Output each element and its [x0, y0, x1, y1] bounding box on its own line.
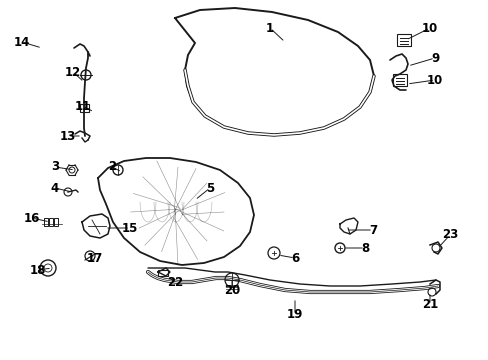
- Text: 8: 8: [360, 242, 368, 255]
- Text: 11: 11: [75, 99, 91, 112]
- Text: 18: 18: [30, 264, 46, 276]
- Text: 1: 1: [265, 22, 273, 35]
- Bar: [54, 218, 58, 226]
- Text: 12: 12: [65, 66, 81, 78]
- Text: 10: 10: [421, 22, 437, 35]
- Text: 5: 5: [205, 181, 214, 194]
- Bar: [49, 218, 53, 226]
- Text: 10: 10: [426, 73, 442, 86]
- Text: 2: 2: [108, 161, 116, 174]
- Text: 6: 6: [290, 252, 299, 265]
- Text: 21: 21: [421, 298, 437, 311]
- Text: 16: 16: [24, 211, 40, 225]
- Text: 9: 9: [430, 51, 438, 64]
- Text: 14: 14: [14, 36, 30, 49]
- Text: 3: 3: [51, 161, 59, 174]
- Bar: [392, 74, 406, 86]
- Text: 22: 22: [166, 276, 183, 289]
- Text: 15: 15: [122, 221, 138, 234]
- Bar: [44, 218, 48, 226]
- Text: 19: 19: [286, 309, 303, 321]
- Text: 4: 4: [51, 181, 59, 194]
- Bar: [158, 270, 168, 276]
- Text: 17: 17: [87, 252, 103, 265]
- Text: 20: 20: [224, 284, 240, 297]
- Text: 7: 7: [368, 224, 376, 237]
- Text: 13: 13: [60, 130, 76, 143]
- Bar: [80, 104, 89, 112]
- Bar: [396, 34, 410, 46]
- Text: 23: 23: [441, 229, 457, 242]
